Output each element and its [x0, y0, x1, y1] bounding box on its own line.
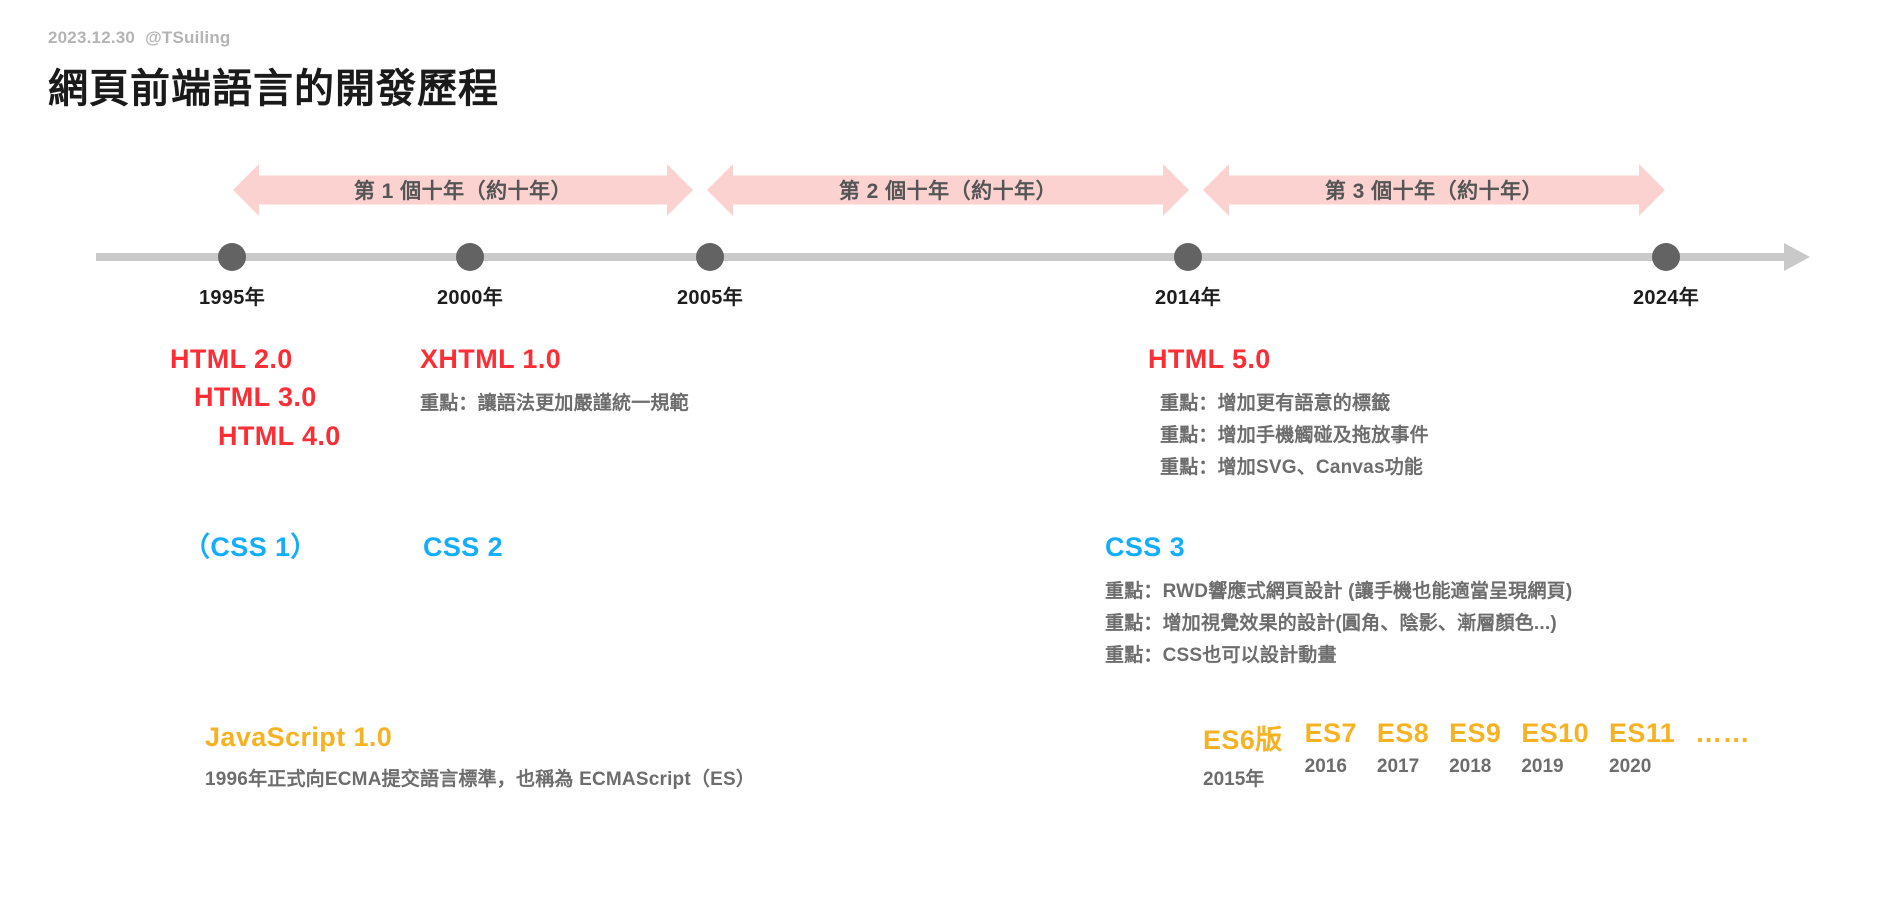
- html-early-block: HTML 2.0 HTML 3.0 HTML 4.0: [170, 340, 341, 455]
- decade-arrow-label: 第 1 個十年（約十年）: [353, 180, 573, 203]
- timeline-year-label: 2005年: [677, 287, 743, 309]
- html5-note: 重點：增加SVG、Canvas功能: [1160, 457, 1424, 479]
- html-version-label: HTML 3.0: [194, 382, 317, 413]
- es-version-year: 2020: [1609, 756, 1652, 777]
- timeline-dot: [1174, 243, 1202, 271]
- timeline-dot: [218, 243, 246, 271]
- css3-note: 重點：CSS也可以設計動畫: [1105, 645, 1337, 667]
- timeline-axis-line: [96, 253, 1788, 261]
- css2-block: CSS 2: [423, 528, 503, 566]
- html5-note: 重點：增加更有語意的標籤: [1160, 393, 1391, 415]
- xhtml-note: 重點：讓語法更加嚴謹統一規範: [420, 393, 689, 415]
- es-version-name: ES11: [1609, 718, 1676, 748]
- es-version-name: ES8: [1376, 718, 1430, 748]
- timeline-axis-arrow-icon: [1784, 243, 1810, 271]
- xhtml-title: XHTML 1.0: [420, 344, 562, 374]
- decade-arrow-label: 第 3 個十年（約十年）: [1324, 180, 1544, 203]
- css3-note: 重點：RWD響應式網頁設計 (讓手機也能適當呈現網頁): [1105, 581, 1573, 603]
- byline-handle: @TSuiling: [145, 28, 231, 47]
- es-versions-block: ES6版 2015年 ES7 2016 ES8 2017 ES9 2018 ES10 2019 ES…: [1203, 718, 1770, 791]
- html-version-label: HTML 2.0: [170, 344, 293, 374]
- es-version-year: 2015年: [1203, 769, 1265, 790]
- timeline-dot: [456, 243, 484, 271]
- byline-date: 2023.12.30: [48, 28, 136, 47]
- es-version-year: 2016: [1304, 756, 1347, 777]
- es-version-name: ……: [1695, 718, 1750, 748]
- css2-title: CSS 2: [423, 532, 504, 562]
- es-version-column: ES10 2019: [1521, 718, 1589, 778]
- page-title: 網頁前端語言的開發歷程: [48, 67, 499, 111]
- timeline-year-label: 2024年: [1633, 287, 1699, 309]
- es-version-year: 2017: [1376, 756, 1420, 777]
- decade-arrow-label: 第 2 個十年（約十年）: [838, 180, 1058, 203]
- timeline-year-label: 2000年: [437, 287, 503, 309]
- es-version-year: 2018: [1449, 756, 1492, 777]
- html5-title: HTML 5.0: [1148, 344, 1271, 374]
- html5-note: 重點：增加手機觸碰及拖放事件: [1160, 425, 1429, 447]
- es-version-column: ES11 2020: [1609, 718, 1675, 778]
- css3-note: 重點：增加視覺效果的設計(圓角、陰影、漸層顏色...): [1105, 613, 1557, 635]
- decade-arrow-2: 第 2 個十年（約十年）: [707, 164, 1189, 216]
- css1-title: （CSS 1）: [183, 532, 318, 562]
- javascript-title: JavaScript 1.0: [205, 722, 393, 752]
- header: 2023.12.30 @TSuiling 網頁前端語言的開發歷程: [48, 28, 499, 114]
- es-version-year: 2019: [1521, 756, 1564, 777]
- xhtml-block: XHTML 1.0 重點：讓語法更加嚴謹統一規範: [420, 340, 689, 420]
- decade-arrow-1: 第 1 個十年（約十年）: [233, 164, 693, 216]
- es-version-column: ES6版 2015年: [1203, 718, 1283, 791]
- timeline-dot: [696, 243, 724, 271]
- css3-block: CSS 3 重點：RWD響應式網頁設計 (讓手機也能適當呈現網頁) 重點：增加視…: [1105, 528, 1572, 672]
- es-version-column: ES7 2016: [1305, 718, 1357, 778]
- es-versions-row: ES6版 2015年 ES7 2016 ES8 2017 ES9 2018 ES10 2019 ES…: [1203, 718, 1770, 791]
- timeline-year-label: 1995年: [199, 287, 265, 309]
- html5-block: HTML 5.0 重點：增加更有語意的標籤 重點：增加手機觸碰及拖放事件 重點：…: [1148, 340, 1429, 484]
- es-version-column: ES8 2017: [1377, 718, 1429, 778]
- es-version-column: ES9 2018: [1449, 718, 1501, 778]
- timeline-dot: [1652, 243, 1680, 271]
- decade-arrow-3: 第 3 個十年（約十年）: [1203, 164, 1665, 216]
- es-version-name: ES10: [1521, 718, 1589, 748]
- javascript-block: JavaScript 1.0 1996年正式向ECMA提交語言標準，也稱為 EC…: [205, 718, 755, 796]
- byline: 2023.12.30 @TSuiling: [48, 28, 499, 48]
- css1-block: （CSS 1）: [183, 528, 318, 566]
- timeline-year-label: 2014年: [1155, 287, 1221, 309]
- es-version-name: ES9: [1449, 718, 1502, 748]
- es-version-name: ES6版: [1203, 725, 1283, 755]
- es-version-column: ……: [1695, 718, 1750, 756]
- css3-title: CSS 3: [1105, 532, 1186, 562]
- html-version-label: HTML 4.0: [218, 420, 341, 451]
- javascript-note: 1996年正式向ECMA提交語言標準，也稱為 ECMAScript（ES）: [205, 769, 756, 791]
- es-version-name: ES7: [1304, 718, 1357, 748]
